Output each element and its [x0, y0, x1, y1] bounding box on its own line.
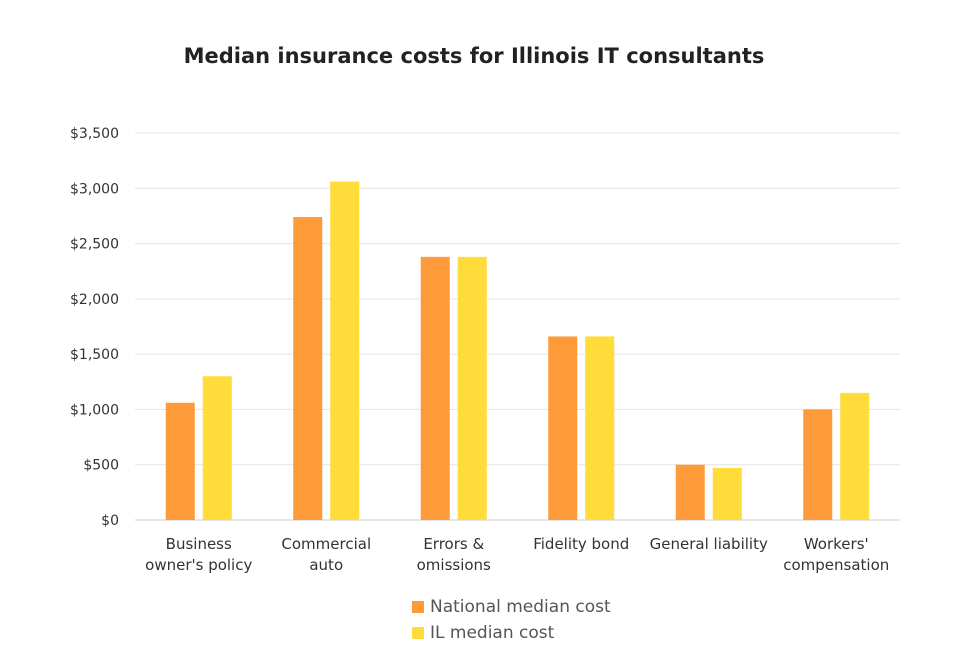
y-tick-label: $3,000 [70, 181, 119, 197]
x-tick-label: Business owner's policy [145, 535, 252, 574]
x-tick-label: General liability [650, 535, 768, 553]
chart-title: Median insurance costs for Illinois IT c… [184, 44, 765, 68]
bar-national [293, 217, 323, 520]
y-tick-label: $2,000 [70, 292, 119, 308]
bar-national [420, 256, 450, 520]
legend-swatch-il [412, 627, 424, 639]
bar-il [840, 392, 870, 520]
x-tick-label: Fidelity bond [533, 535, 629, 553]
bar-national [675, 464, 705, 520]
x-axis: Business owner's policy Commercial auto Erro… [145, 535, 889, 574]
x-tick-label: Commercial auto [281, 535, 371, 574]
bar-national [803, 409, 833, 520]
y-tick-label: $1,000 [70, 402, 119, 418]
bar-national [548, 336, 578, 520]
legend-label-national: National median cost [430, 597, 611, 617]
bar-il [712, 468, 742, 520]
y-tick-label: $0 [101, 513, 119, 529]
bar-national [165, 402, 195, 520]
y-tick-label: $500 [83, 458, 119, 474]
legend-label-il: IL median cost [430, 623, 555, 643]
bar-il [330, 181, 360, 520]
y-tick-label: $2,500 [70, 237, 119, 253]
bar-il [202, 376, 232, 520]
grid [135, 132, 900, 521]
x-tick-label: Errors & omissions [417, 535, 491, 574]
y-tick-label: $1,500 [70, 347, 119, 363]
x-tick-label: Workers' compensation [783, 535, 889, 574]
y-axis: $0 $500 $1,000 $1,500 $2,000 $2,500 $3,000 $3,5… [70, 126, 119, 529]
legend-swatch-national [412, 601, 424, 613]
bars [165, 181, 870, 520]
bar-il [585, 336, 615, 520]
bar-il [457, 256, 487, 520]
y-tick-label: $3,500 [70, 126, 119, 142]
legend: National median cost IL median cost [412, 597, 611, 643]
